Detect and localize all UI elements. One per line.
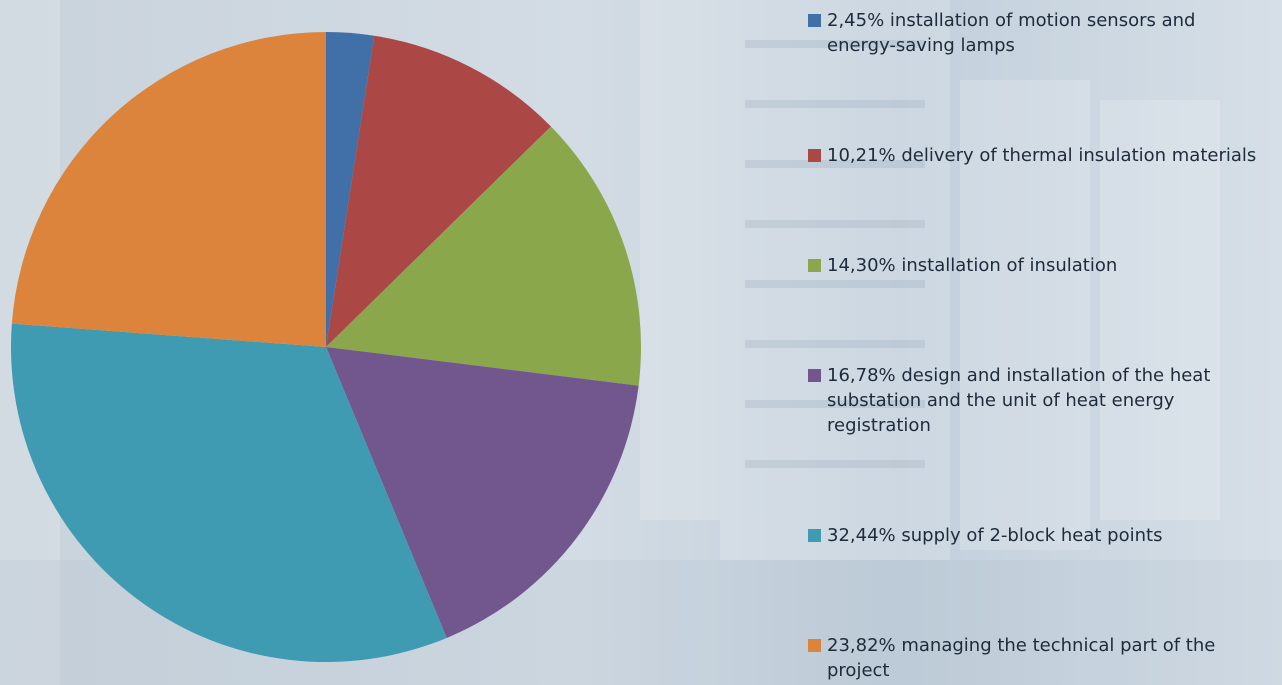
legend-entry: 10,21% delivery of thermal insulation ma… xyxy=(808,143,1268,168)
legend-entry: 16,78% design and installation of the he… xyxy=(808,363,1268,438)
legend-entry: 23,82% managing the technical part of th… xyxy=(808,633,1268,683)
legend-swatch xyxy=(808,259,821,272)
legend-swatch xyxy=(808,529,821,542)
legend-label: 23,82% managing the technical part of th… xyxy=(827,633,1268,683)
pie-slice xyxy=(12,32,326,347)
legend-label: 14,30% installation of insulation xyxy=(827,253,1117,278)
legend-swatch xyxy=(808,149,821,162)
legend-entry: 32,44% supply of 2-block heat points xyxy=(808,523,1268,548)
page: 2,45% installation of motion sensors and… xyxy=(0,0,1282,685)
legend-swatch xyxy=(808,639,821,652)
legend-label: 2,45% installation of motion sensors and… xyxy=(827,8,1268,58)
legend-entry: 2,45% installation of motion sensors and… xyxy=(808,8,1268,58)
legend-label: 16,78% design and installation of the he… xyxy=(827,363,1268,438)
legend-swatch xyxy=(808,14,821,27)
legend: 2,45% installation of motion sensors and… xyxy=(808,0,1268,685)
legend-swatch xyxy=(808,369,821,382)
legend-label: 32,44% supply of 2-block heat points xyxy=(827,523,1162,548)
legend-entry: 14,30% installation of insulation xyxy=(808,253,1268,278)
legend-label: 10,21% delivery of thermal insulation ma… xyxy=(827,143,1256,168)
chart xyxy=(0,0,800,685)
